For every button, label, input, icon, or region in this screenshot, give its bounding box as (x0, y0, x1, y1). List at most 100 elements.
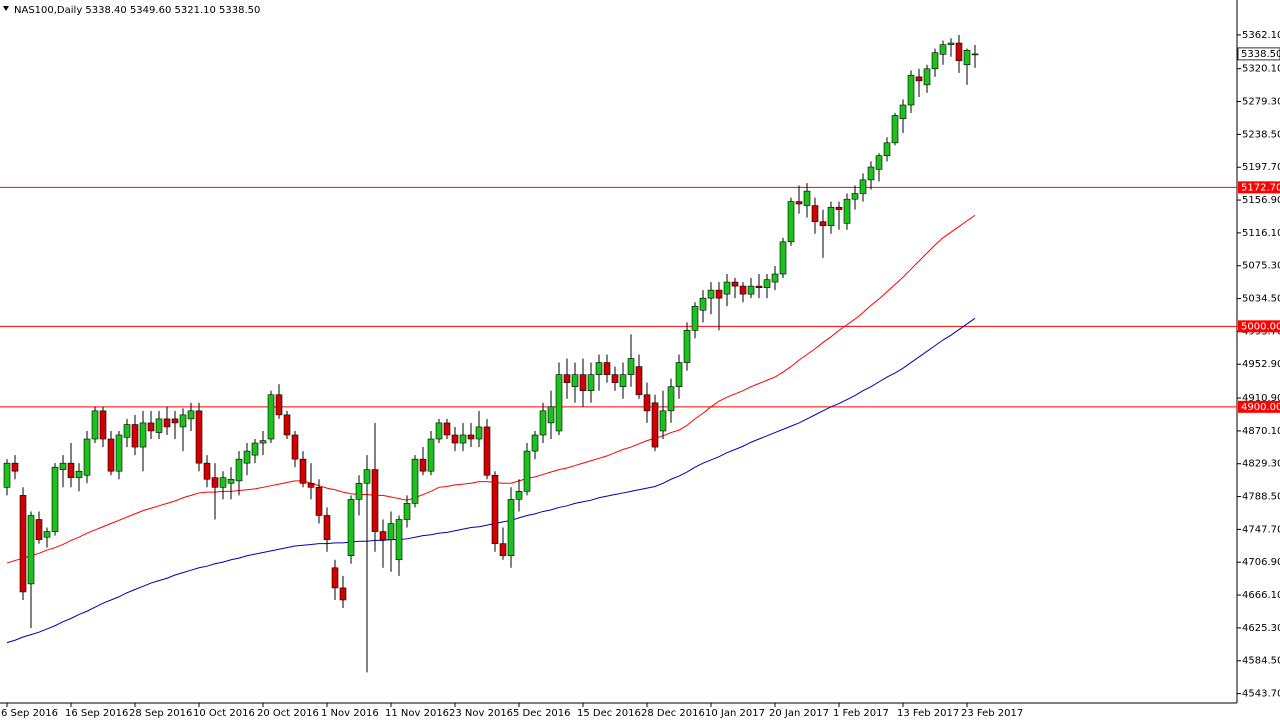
candle-body (83, 438, 91, 476)
candle-body (459, 434, 467, 444)
candle-body (803, 190, 811, 206)
candle-body (483, 426, 491, 476)
x-tick-label: 15 Dec 2016 (577, 708, 641, 719)
y-tick-label: 5320.10 (1242, 64, 1280, 75)
candle-body (755, 285, 763, 289)
candle-body (11, 462, 19, 472)
candle-body (683, 330, 691, 363)
y-tick-label: 5197.70 (1242, 162, 1280, 173)
candle-body (763, 279, 771, 289)
moving-average (6, 317, 976, 644)
y-tick-label: 4829.30 (1242, 459, 1280, 470)
candle-body (331, 567, 339, 589)
candle-body (667, 386, 675, 412)
x-tick-label: 10 Jan 2017 (705, 708, 765, 719)
candle-body (955, 42, 963, 62)
candle-body (531, 434, 539, 452)
candle-body (27, 515, 35, 585)
candle-body (499, 543, 507, 557)
menu-icon[interactable] (3, 6, 9, 11)
candle-body (283, 414, 291, 436)
candle-body (747, 285, 755, 295)
candle-body (35, 519, 43, 540)
candle-body (779, 241, 787, 275)
y-tick-label: 4870.10 (1242, 426, 1280, 437)
candle-body (387, 523, 395, 540)
candle-body (915, 76, 923, 82)
candle-body (731, 281, 739, 287)
candle-body (651, 402, 659, 448)
candle-body (891, 115, 899, 144)
candle-body (75, 470, 83, 478)
candle-body (699, 297, 707, 311)
x-tick-label: 13 Feb 2017 (897, 708, 959, 719)
candle-body (691, 305, 699, 331)
y-tick-label: 5034.50 (1242, 294, 1280, 305)
candle-body (91, 410, 99, 440)
y-tick-label: 5116.10 (1242, 228, 1280, 239)
candle-body (907, 74, 915, 106)
candle-body (251, 442, 259, 456)
candle-body (947, 42, 955, 45)
candle-body (739, 285, 747, 295)
level-label: 5172.70 (1241, 182, 1280, 193)
y-tick-label: 5075.30 (1242, 261, 1280, 272)
candle-body (795, 201, 803, 205)
candle-body (475, 426, 483, 440)
candle-body (435, 422, 443, 440)
level-label: 4900.00 (1241, 402, 1280, 413)
candle-body (507, 499, 515, 557)
candle-body (819, 221, 827, 227)
candle-body (627, 358, 635, 375)
candle-body (275, 394, 283, 416)
candle-body (323, 515, 331, 540)
candle-body (227, 478, 235, 484)
y-tick-label: 4910.90 (1242, 393, 1280, 404)
candle-body (267, 394, 275, 440)
candle-body (867, 166, 875, 181)
candle-body (931, 52, 939, 70)
y-tick-label: 4666.10 (1242, 590, 1280, 601)
candle-body (659, 410, 667, 432)
x-tick-label: 6 Sep 2016 (1, 708, 58, 719)
x-tick-label: 20 Jan 2017 (769, 708, 829, 719)
x-tick-label: 28 Dec 2016 (641, 708, 705, 719)
candle-body (363, 469, 371, 484)
candle-body (371, 469, 379, 532)
y-tick-label: 4747.70 (1242, 524, 1280, 535)
x-tick-label: 28 Sep 2016 (129, 708, 192, 719)
x-tick-label: 23 Nov 2016 (449, 708, 513, 719)
x-tick-label: 23 Feb 2017 (961, 708, 1023, 719)
y-tick-label: 4625.30 (1242, 623, 1280, 634)
candle-body (211, 477, 219, 488)
candle-body (219, 477, 227, 488)
candle-body (707, 289, 715, 299)
candle-body (963, 49, 971, 66)
candle-body (923, 68, 931, 86)
x-tick-label: 5 Dec 2016 (513, 708, 571, 719)
y-tick-label: 4788.50 (1242, 492, 1280, 503)
y-tick-label: 5238.50 (1242, 129, 1280, 140)
candle-body (787, 201, 795, 243)
candle-body (419, 458, 427, 472)
candle-body (547, 406, 555, 424)
candle-body (19, 495, 27, 593)
candle-body (115, 434, 123, 472)
x-tick-label: 20 Oct 2016 (257, 708, 319, 719)
last-price-box (1237, 47, 1280, 61)
candle-body (563, 374, 571, 383)
candle-body (443, 422, 451, 436)
candle-body (555, 374, 563, 432)
y-tick-label: 4706.90 (1242, 557, 1280, 568)
candle-body (299, 458, 307, 484)
candle-body (411, 458, 419, 504)
candle-body (643, 394, 651, 412)
candle-body (491, 474, 499, 544)
x-tick-label: 1 Nov 2016 (321, 708, 379, 719)
y-tick-label: 5156.90 (1242, 195, 1280, 206)
candle-body (67, 462, 75, 478)
candle-body (603, 362, 611, 375)
candle-body (723, 281, 731, 295)
candle-body (675, 362, 683, 387)
